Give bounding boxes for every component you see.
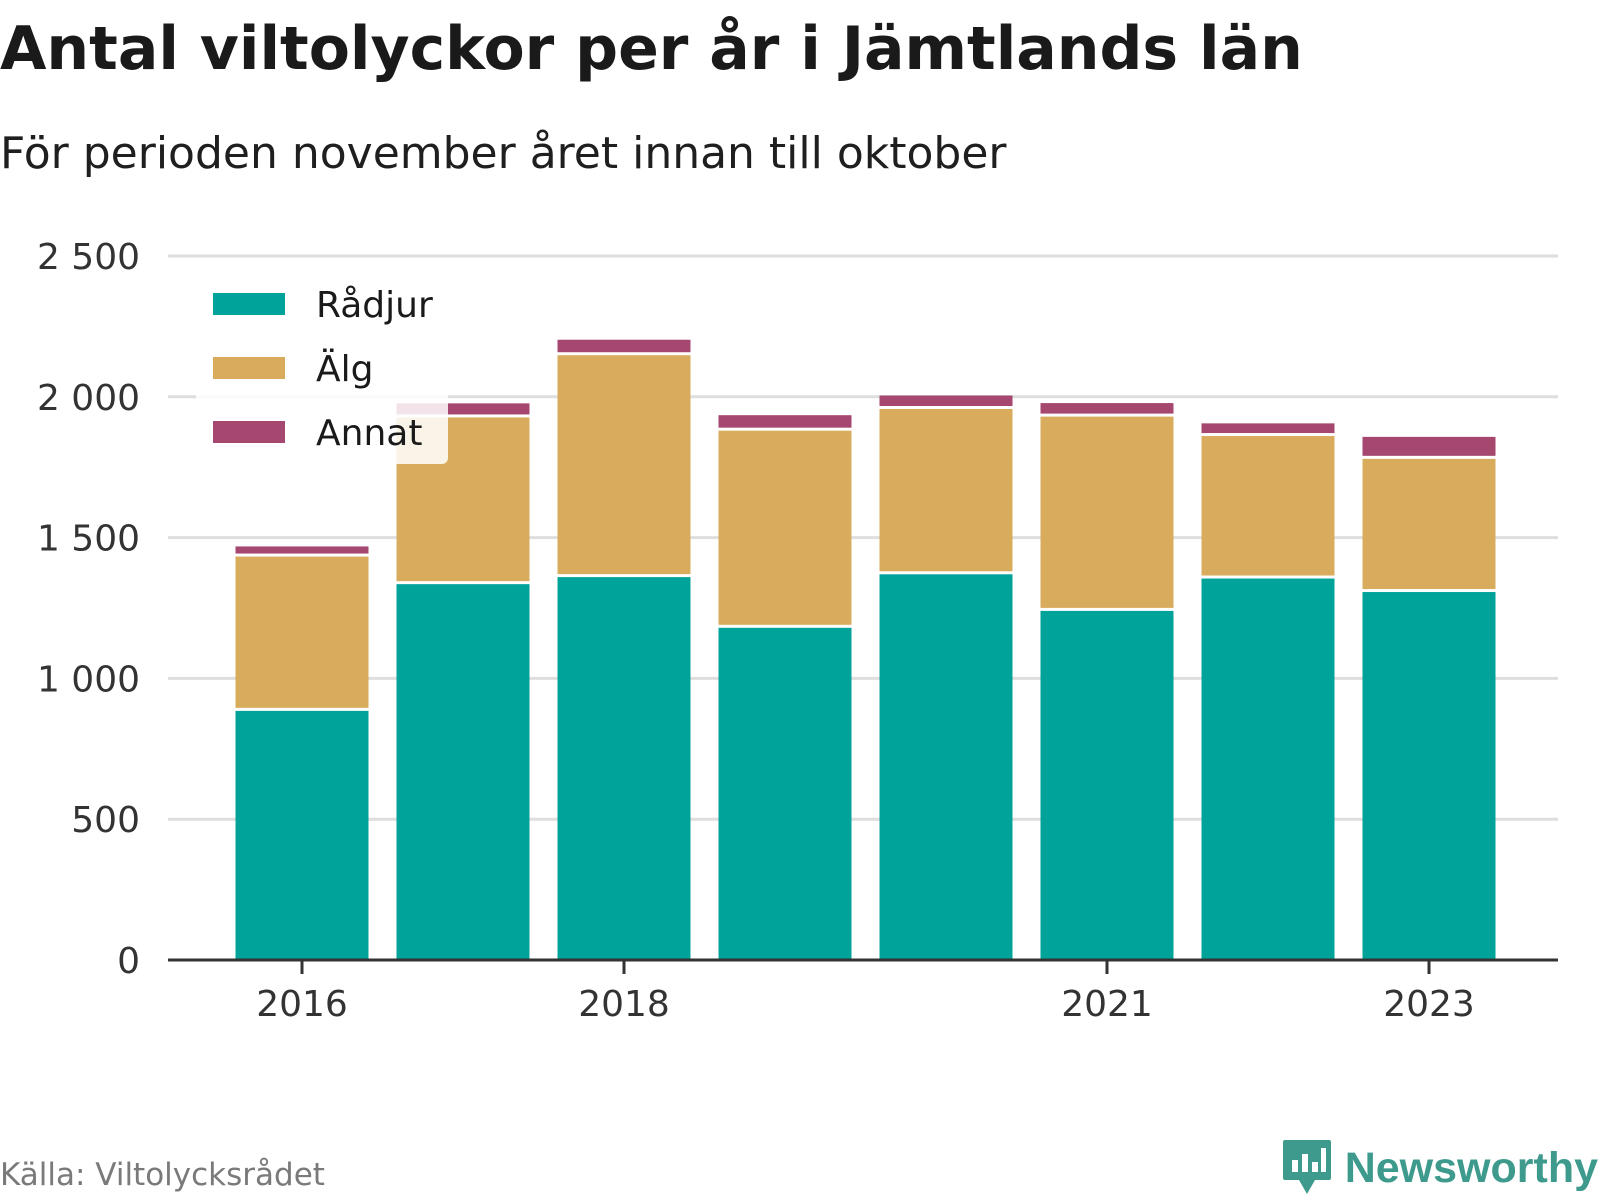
x-tick-label: 2018 xyxy=(578,984,670,1025)
bar-segment-Älg-2022 xyxy=(1201,436,1335,576)
bar-segment-Älg-2020 xyxy=(879,409,1013,572)
legend-swatch-Rådjur xyxy=(213,293,285,315)
bar-segment-Annat-2017 xyxy=(396,403,530,415)
legend-label-Annat: Annat xyxy=(316,413,422,454)
stacked-bar-chart: 0 500 1 000 1 500 2 000 2 500 2016 2018 2021 202… xyxy=(37,237,1558,1025)
bar-segment-Annat-2023 xyxy=(1362,436,1496,456)
bars xyxy=(235,339,1496,959)
bar-segment-Annat-2016 xyxy=(235,546,369,554)
y-tick-label: 500 xyxy=(71,800,140,841)
y-tick-label: 0 xyxy=(117,941,140,982)
x-axis: 2016 2018 2021 2023 xyxy=(168,958,1558,1025)
bar-segment-Rådjur-2018 xyxy=(557,577,691,959)
bar-segment-Rådjur-2021 xyxy=(1040,610,1174,959)
bar-segment-Annat-2022 xyxy=(1201,423,1335,434)
legend-label-Älg: Älg xyxy=(316,348,373,390)
y-tick-label: 2 000 xyxy=(37,378,140,419)
legend: Rådjur Älg Annat xyxy=(196,276,448,464)
bar-segment-Annat-2018 xyxy=(557,339,691,353)
bar-segment-Älg-2023 xyxy=(1362,458,1496,590)
bar-segment-Rådjur-2017 xyxy=(396,584,530,959)
bar-segment-Älg-2021 xyxy=(1040,416,1174,608)
legend-label-Rådjur: Rådjur xyxy=(316,285,433,326)
y-tick-label: 1 500 xyxy=(37,519,140,560)
y-tick-label: 2 500 xyxy=(37,237,140,278)
brand-name: Newsworthy xyxy=(1344,1143,1598,1192)
bar-segment-Annat-2019 xyxy=(718,415,852,428)
bar-segment-Rådjur-2019 xyxy=(718,627,852,959)
bar-segment-Annat-2020 xyxy=(879,395,1013,407)
bar-segment-Älg-2018 xyxy=(557,355,691,575)
x-tick-label: 2023 xyxy=(1383,984,1475,1025)
bar-segment-Älg-2016 xyxy=(235,556,369,708)
y-axis-ticks: 0 500 1 000 1 500 2 000 2 500 xyxy=(37,237,140,982)
legend-background xyxy=(196,276,448,464)
bar-segment-Rådjur-2020 xyxy=(879,574,1013,959)
bar-segment-Rådjur-2023 xyxy=(1362,592,1496,959)
x-tick-label: 2021 xyxy=(1061,984,1153,1025)
bar-segment-Annat-2021 xyxy=(1040,403,1174,414)
x-tick-label: 2016 xyxy=(256,984,348,1025)
legend-swatch-Älg xyxy=(213,357,285,379)
newsworthy-logo-icon xyxy=(1282,1140,1331,1194)
source-note: Källa: Viltolycksrådet xyxy=(0,1157,325,1193)
bar-segment-Rådjur-2022 xyxy=(1201,578,1335,959)
legend-swatch-Annat xyxy=(213,421,285,443)
chart-subtitle: För perioden november året innan till ok… xyxy=(0,128,1007,179)
chart-title: Antal viltolyckor per år i Jämtlands län xyxy=(0,14,1303,84)
bar-segment-Älg-2019 xyxy=(718,430,852,625)
bar-segment-Rådjur-2016 xyxy=(235,710,369,959)
y-tick-label: 1 000 xyxy=(37,659,140,700)
brand: Newsworthy xyxy=(1281,1138,1598,1198)
